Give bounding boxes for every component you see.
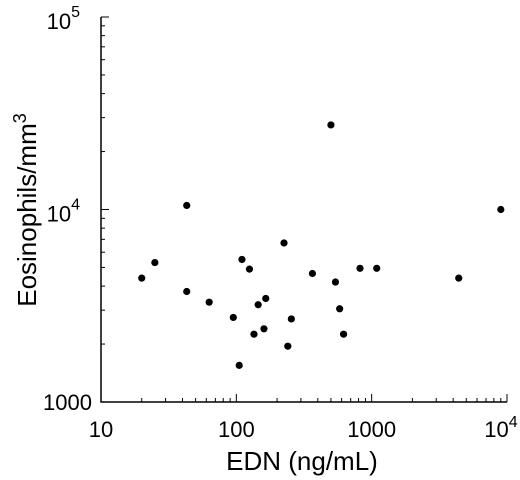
x-tick-label: 104 <box>484 414 517 442</box>
data-point <box>284 342 292 350</box>
x-tick-label: 10 <box>89 417 113 442</box>
x-tick-label: 1000 <box>347 417 396 442</box>
y-tick-label: 104 <box>47 197 80 227</box>
data-point <box>235 361 243 369</box>
data-point <box>373 264 381 272</box>
data-point <box>250 330 258 338</box>
data-point <box>183 201 191 210</box>
data-point <box>356 264 364 272</box>
y-tick-label: 1000 <box>43 390 92 415</box>
data-point <box>308 269 317 278</box>
data-point <box>280 239 288 247</box>
y-axis-label: Eosinophils/mm3 <box>10 113 42 307</box>
data-point <box>183 287 191 296</box>
data-point <box>497 205 505 214</box>
data-point <box>229 313 237 322</box>
x-tick-label: 100 <box>218 417 255 442</box>
data-point <box>260 325 268 333</box>
data-point <box>287 315 295 323</box>
x-axis-label: EDN (ng/mL) <box>226 446 378 476</box>
axes <box>100 17 507 403</box>
data-point <box>262 294 270 303</box>
tick-marks <box>100 16 508 403</box>
data-point <box>339 330 348 338</box>
data-point <box>327 121 335 129</box>
data-point <box>331 278 340 286</box>
data-point <box>138 274 146 282</box>
tick-labels: 10 100 1000 104 1000 104 105 <box>43 4 518 442</box>
data-point <box>151 258 159 267</box>
data-point <box>238 255 246 264</box>
data-point <box>205 298 213 306</box>
data-point <box>336 305 344 313</box>
data-point <box>254 301 262 309</box>
y-axis-label-base: Eosinophils/mm <box>12 123 42 307</box>
data-points <box>138 121 505 369</box>
data-point <box>455 274 463 282</box>
data-point <box>245 265 254 273</box>
y-axis-label-sup: 3 <box>10 113 30 123</box>
y-tick-label: 105 <box>47 4 80 34</box>
